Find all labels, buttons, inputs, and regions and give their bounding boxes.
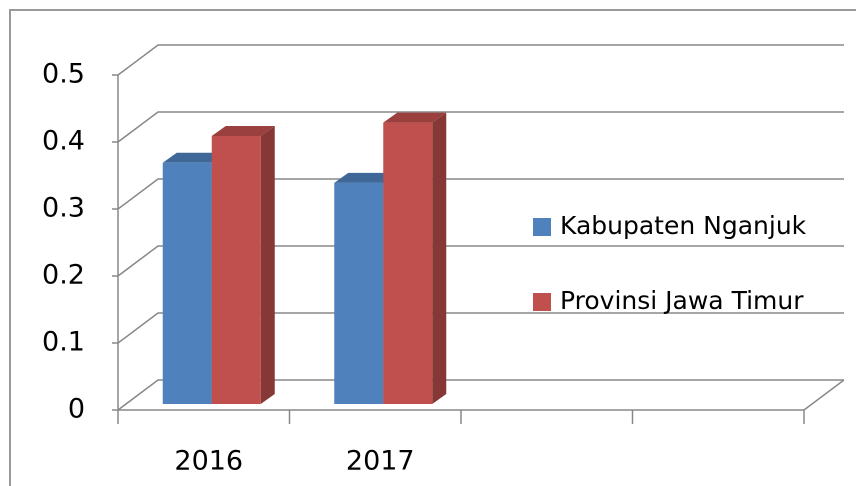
bar-side — [432, 112, 447, 404]
bar-top — [383, 112, 447, 123]
chart-border — [9, 9, 856, 486]
bar-top — [334, 172, 398, 183]
y-tick-label: 0.4 — [42, 126, 85, 157]
grid-line — [117, 379, 844, 411]
legend-label: Kabupaten Nganjuk — [560, 211, 807, 240]
legend-swatch — [533, 293, 551, 311]
legend: Kabupaten Nganjuk Provinsi Jawa Timur — [533, 211, 807, 315]
y-tick-label: 0 — [68, 394, 85, 425]
bar-side — [260, 126, 275, 404]
bar — [383, 112, 447, 404]
y-tick-label: 0.1 — [42, 327, 85, 358]
grid-line — [117, 312, 844, 344]
grid-line — [117, 44, 844, 76]
x-tick-label: 2017 — [346, 446, 415, 477]
bar — [211, 126, 275, 404]
bar-top — [211, 126, 275, 136]
x-tick-label: 2016 — [174, 446, 243, 477]
grid-line — [117, 178, 844, 210]
legend-swatch — [533, 218, 551, 236]
bar-front — [162, 162, 212, 404]
y-tick-label: 0.3 — [42, 193, 85, 224]
y-tick-label: 0.5 — [42, 59, 85, 90]
bar-front — [334, 182, 384, 404]
bar-front — [211, 136, 261, 404]
legend-label: Provinsi Jawa Timur — [560, 286, 804, 315]
bar-top — [162, 152, 226, 163]
bar-front — [383, 122, 433, 404]
grid-line — [117, 111, 844, 143]
grid-line — [117, 245, 844, 277]
y-tick-label: 0.2 — [42, 260, 85, 291]
